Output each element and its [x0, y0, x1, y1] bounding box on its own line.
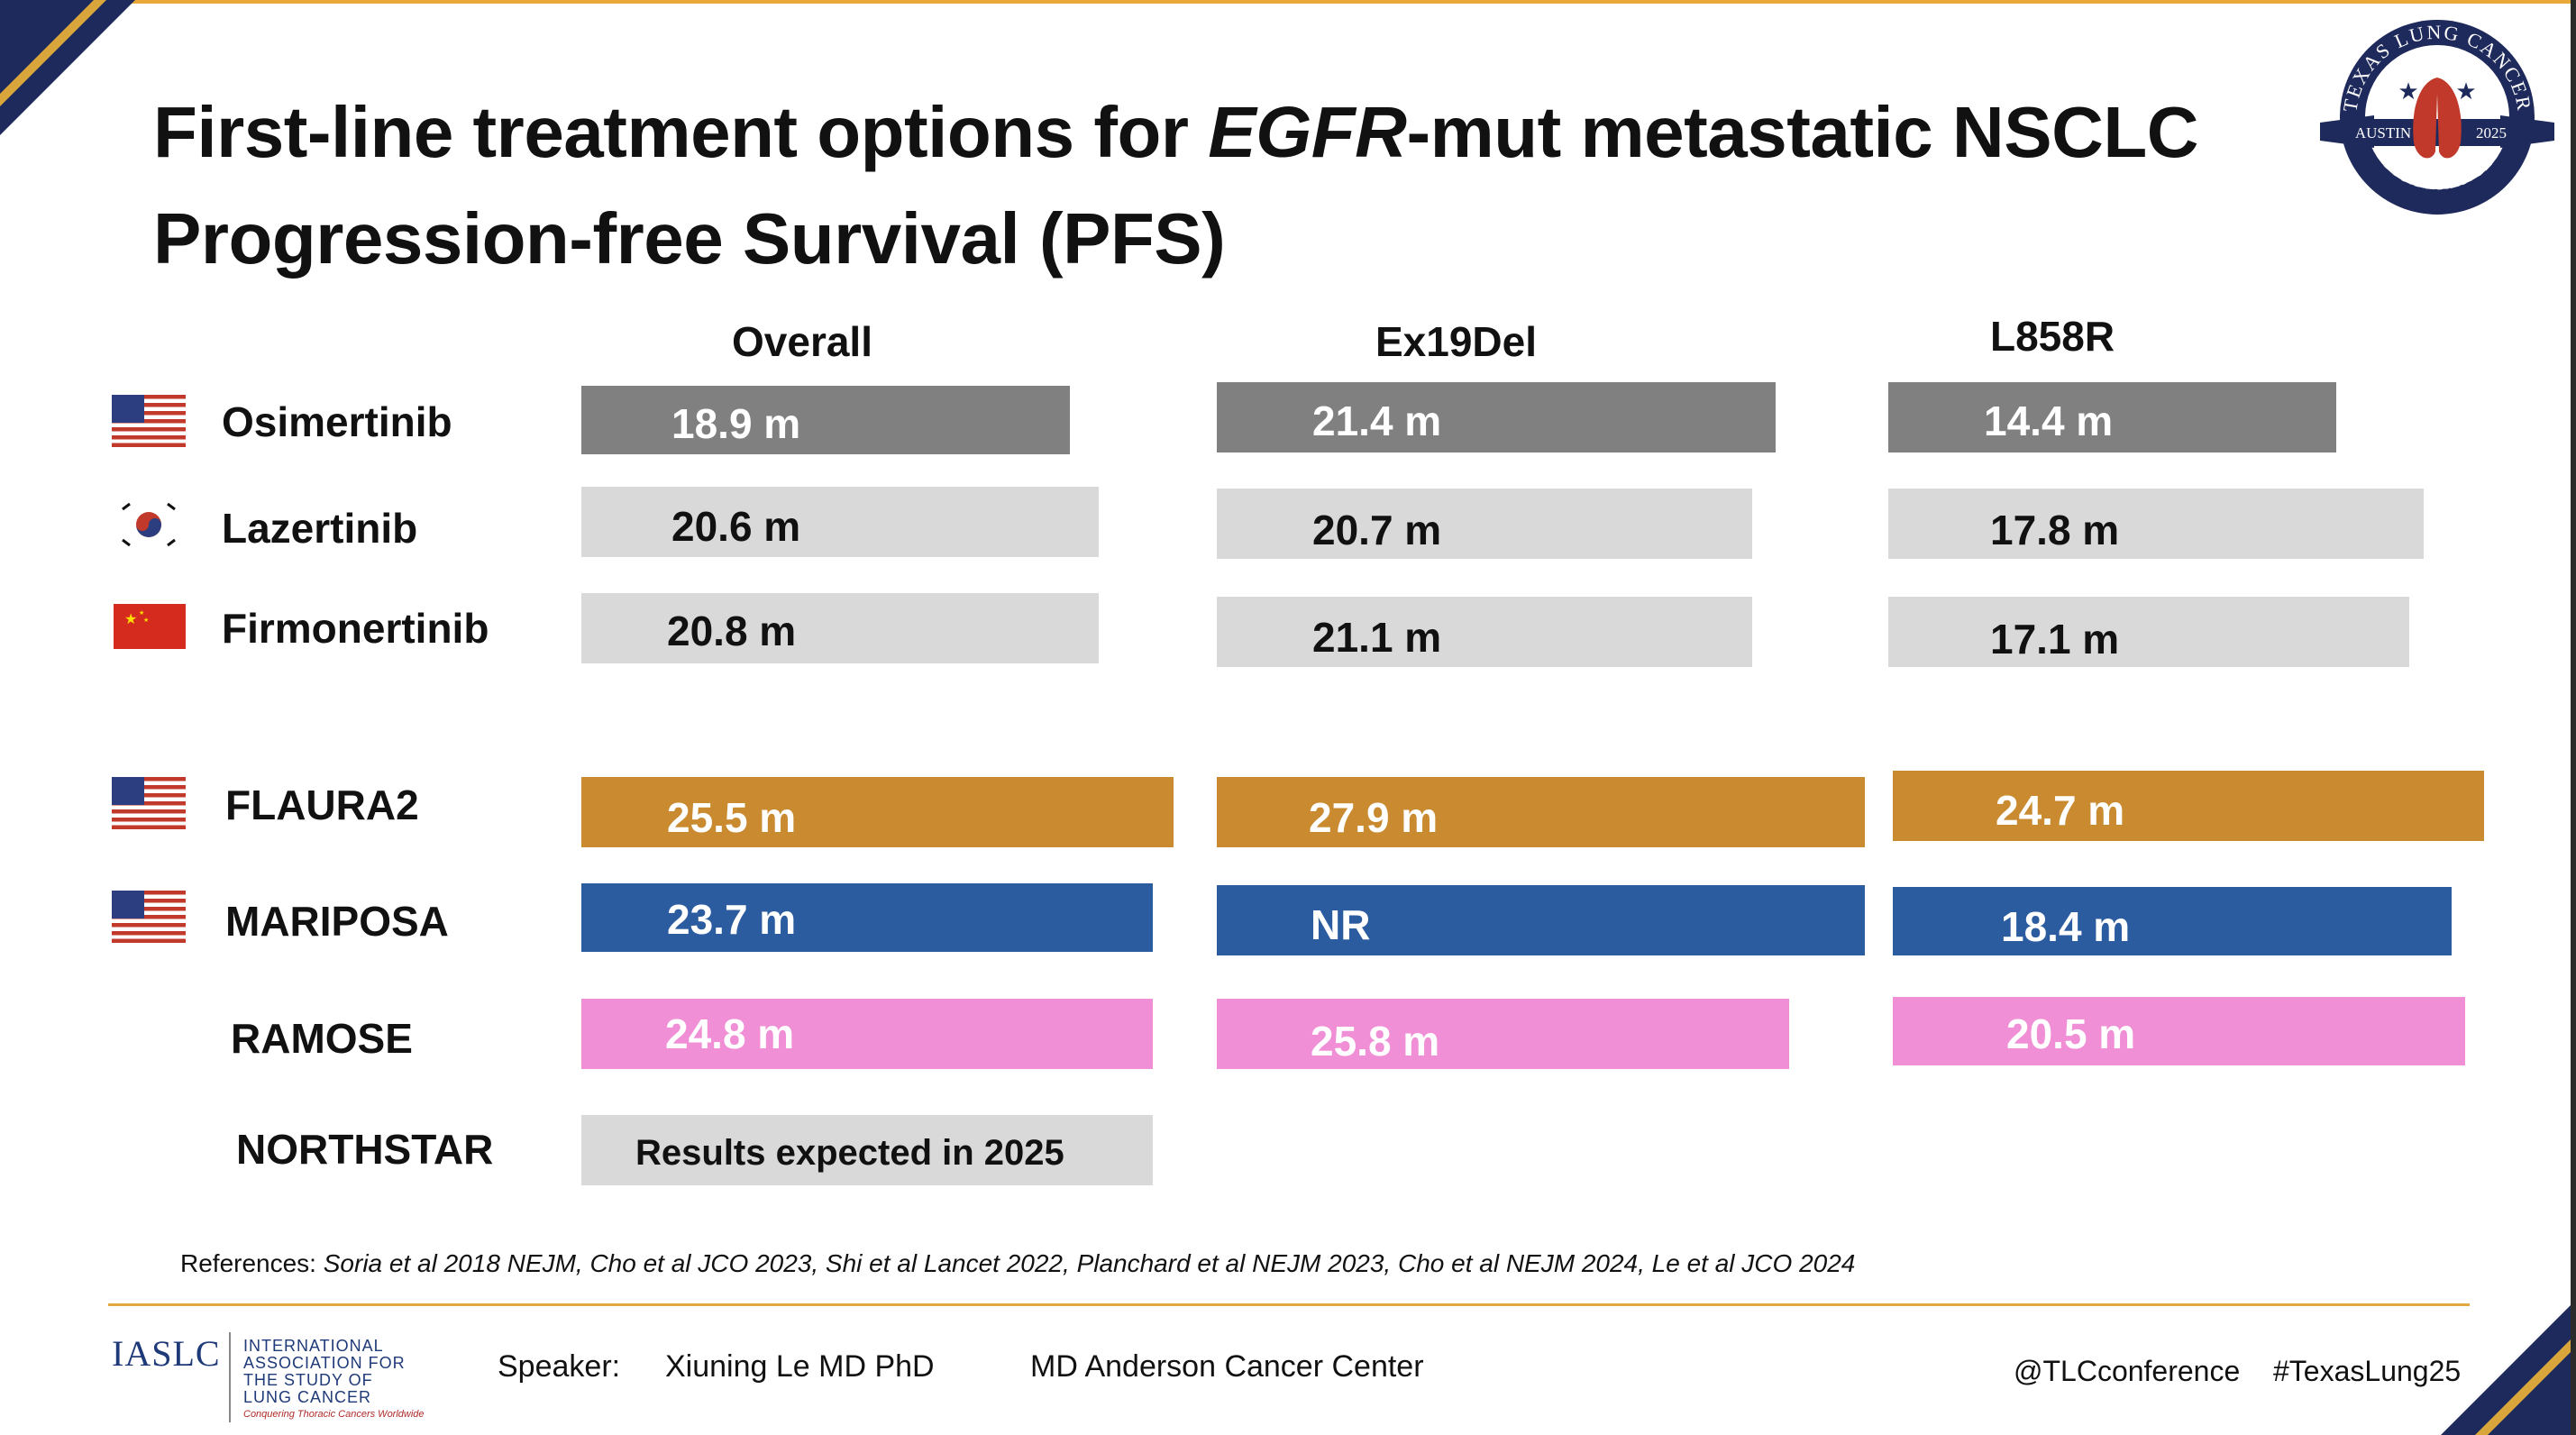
title-line-2: Progression-free Survival (PFS): [153, 198, 1226, 279]
bar-osimertinib-ex19del: [1217, 382, 1776, 452]
bar-label-flaura2-l858r: 24.7 m: [1996, 787, 2125, 834]
corner-decoration-top-left-inner: [0, 0, 94, 94]
korea-flag-icon: [112, 498, 186, 551]
row-label-flaura2: FLAURA2: [225, 781, 419, 828]
bar-lazertinib-l858r: [1888, 489, 2424, 559]
bar-firmonertinib-overall: [581, 593, 1099, 663]
top-border: [0, 0, 2576, 4]
bar-osimertinib-l858r: [1888, 382, 2336, 452]
speaker-name: Xiuning Le MD PhD: [665, 1349, 935, 1384]
bar-mariposa-overall: [581, 883, 1153, 952]
bar-firmonertinib-ex19del: [1217, 597, 1752, 667]
references-text: Soria et al 2018 NEJM, Cho et al JCO 202…: [323, 1249, 1856, 1277]
bar-ramose-ex19del: [1217, 999, 1789, 1069]
slide-title: First-line treatment options for EGFR-mu…: [153, 79, 2198, 292]
bar-ramose-overall: [581, 999, 1153, 1069]
bar-firmonertinib-l858r: [1888, 597, 2409, 667]
row-label-mariposa: MARIPOSA: [225, 898, 449, 945]
svg-text:★: ★: [143, 617, 149, 624]
bar-label-firmonertinib-ex19del: 21.1 m: [1312, 614, 1442, 661]
bar-label-firmonertinib-l858r: 17.1 m: [1990, 616, 2120, 663]
iaslc-full-name: INTERNATIONAL ASSOCIATION FOR THE STUDY …: [243, 1337, 406, 1406]
svg-text:★: ★: [124, 612, 137, 627]
twitter-handle: @TLCconference: [2014, 1355, 2241, 1387]
corner-decoration-bottom-right-inner: [2488, 1347, 2576, 1435]
title-text: First-line treatment options for: [153, 92, 1209, 172]
bar-label-mariposa-ex19del: NR: [1311, 901, 1371, 948]
bar-label-osimertinib-ex19del: 21.4 m: [1312, 398, 1442, 444]
bar-label-lazertinib-l858r: 17.8 m: [1990, 507, 2120, 553]
conference-logo: TEXAS LUNG CANCER AUSTIN 2025 ★ ★ CONFER…: [2320, 20, 2554, 215]
row-label-ramose: RAMOSE: [231, 1015, 413, 1062]
china-flag-icon: ★ ★ ★: [114, 604, 186, 649]
logo-left-text: AUSTIN: [2355, 124, 2411, 142]
bar-label-osimertinib-overall: 18.9 m: [671, 400, 801, 447]
right-edge: [2571, 0, 2576, 1435]
bar-label-flaura2-overall: 25.5 m: [667, 794, 797, 841]
footer-divider: [108, 1303, 2470, 1306]
row-label-firmonertinib: Firmonertinib: [222, 605, 489, 652]
bar-label-northstar-overall: Results expected in 2025: [635, 1133, 1064, 1173]
bar-label-mariposa-overall: 23.7 m: [667, 896, 797, 943]
bar-osimertinib-overall: [581, 386, 1070, 454]
bar-label-firmonertinib-overall: 20.8 m: [667, 608, 797, 654]
row-label-lazertinib: Lazertinib: [222, 505, 418, 552]
iaslc-logo-rule: [229, 1332, 231, 1422]
bar-label-lazertinib-overall: 20.6 m: [671, 503, 801, 550]
bar-mariposa-ex19del: [1217, 885, 1865, 955]
bar-flaura2-l858r: [1893, 771, 2484, 841]
star-icon-left: ★: [2398, 78, 2418, 105]
column-header-overall: Overall: [732, 318, 872, 365]
references-label: References:: [180, 1249, 324, 1277]
us-flag-icon: [112, 891, 186, 943]
bar-label-lazertinib-ex19del: 20.7 m: [1312, 507, 1442, 553]
bar-label-ramose-l858r: 20.5 m: [2006, 1010, 2136, 1057]
iaslc-logo: IASLC: [112, 1333, 221, 1374]
bar-northstar-overall: [581, 1115, 1153, 1185]
bar-lazertinib-ex19del: [1217, 489, 1752, 559]
bar-label-mariposa-l858r: 18.4 m: [2001, 903, 2131, 950]
logo-banner: [2349, 119, 2526, 146]
title-italic-gene: EGFR: [1208, 92, 1407, 172]
bar-label-osimertinib-l858r: 14.4 m: [1984, 398, 2114, 444]
column-header-l858r: L858R: [1990, 313, 2115, 360]
hashtag: #TexasLung25: [2273, 1355, 2462, 1387]
title-line-1: First-line treatment options for EGFR-mu…: [153, 79, 2198, 186]
bar-flaura2-overall: [581, 777, 1174, 847]
bar-mariposa-l858r: [1893, 887, 2452, 955]
speaker-institution: MD Anderson Cancer Center: [1030, 1349, 1424, 1384]
us-flag-icon: [112, 777, 186, 829]
speaker-label: Speaker:: [498, 1349, 621, 1384]
logo-right-text: 2025: [2476, 124, 2507, 142]
bar-lazertinib-overall: [581, 487, 1099, 557]
bar-label-ramose-ex19del: 25.8 m: [1311, 1018, 1440, 1065]
logo-inner-disc: [2365, 45, 2509, 189]
row-label-osimertinib: Osimertinib: [222, 398, 452, 445]
star-icon-right: ★: [2455, 78, 2476, 105]
row-label-northstar: NORTHSTAR: [236, 1126, 494, 1173]
bar-label-ramose-overall: 24.8 m: [665, 1010, 795, 1057]
references: References: Soria et al 2018 NEJM, Cho e…: [180, 1249, 1855, 1278]
bar-flaura2-ex19del: [1217, 777, 1865, 847]
bar-label-flaura2-ex19del: 27.9 m: [1309, 794, 1439, 841]
bar-ramose-l858r: [1893, 997, 2465, 1065]
iaslc-tagline: Conquering Thoracic Cancers Worldwide: [243, 1409, 425, 1420]
title-text-end: -mut metastatic NSCLC: [1406, 92, 2198, 172]
lung-icon: [2413, 78, 2462, 159]
svg-text:★: ★: [139, 609, 144, 617]
column-header-ex19del: Ex19Del: [1375, 318, 1538, 365]
us-flag-icon: [112, 395, 186, 447]
